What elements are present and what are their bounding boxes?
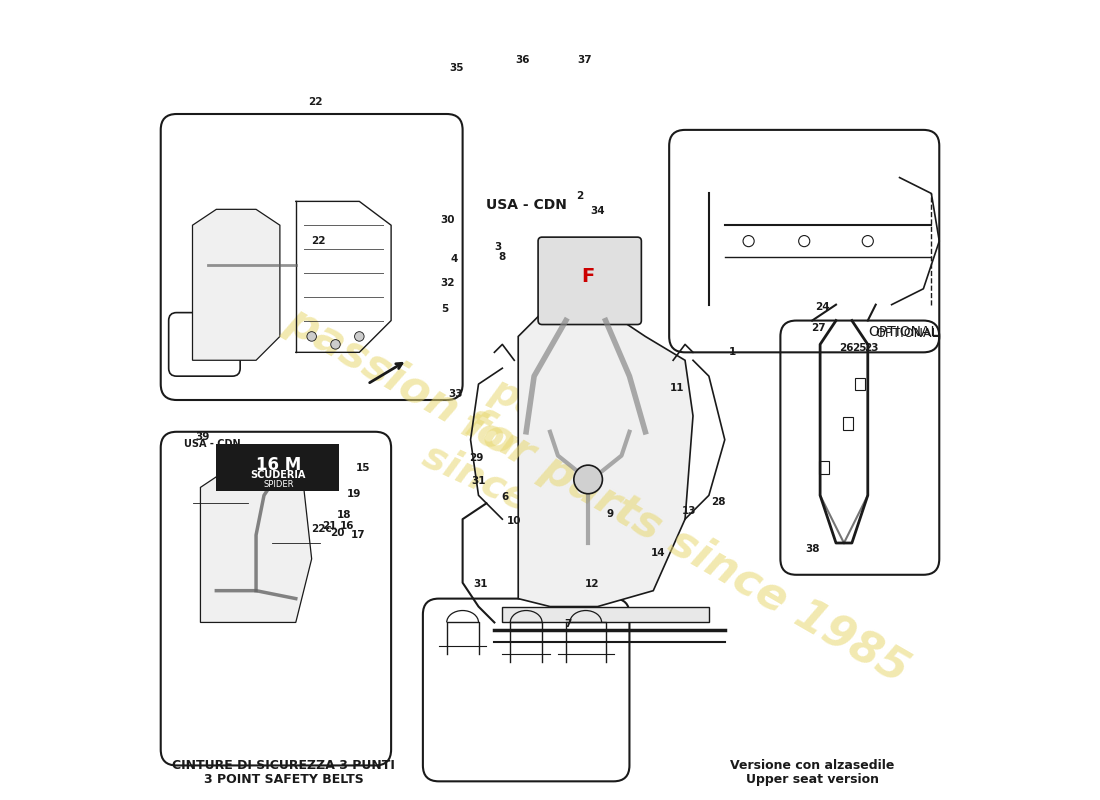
Text: 26: 26 bbox=[839, 343, 854, 354]
Circle shape bbox=[799, 235, 810, 246]
Text: 25: 25 bbox=[852, 343, 867, 354]
Circle shape bbox=[744, 235, 755, 246]
Text: 30: 30 bbox=[440, 214, 454, 225]
Text: OPTIONAL: OPTIONAL bbox=[876, 326, 939, 340]
Text: 18: 18 bbox=[337, 510, 352, 520]
Text: 19: 19 bbox=[346, 489, 361, 498]
Text: 22: 22 bbox=[311, 236, 326, 246]
Circle shape bbox=[574, 465, 603, 494]
Text: 34: 34 bbox=[591, 206, 605, 216]
Text: 17: 17 bbox=[351, 530, 365, 540]
Text: Versione con alzasedile: Versione con alzasedile bbox=[730, 759, 894, 772]
Bar bbox=[820, 461, 829, 474]
Text: Upper seat version: Upper seat version bbox=[746, 774, 879, 786]
Text: 12: 12 bbox=[585, 579, 600, 590]
Text: CINTURE DI SICUREZZA 3 PUNTI: CINTURE DI SICUREZZA 3 PUNTI bbox=[173, 759, 395, 772]
Text: 39: 39 bbox=[196, 432, 210, 442]
Text: 8: 8 bbox=[498, 252, 506, 262]
Text: 14: 14 bbox=[651, 547, 666, 558]
Text: 22: 22 bbox=[308, 97, 323, 107]
Text: 31: 31 bbox=[471, 476, 486, 486]
Text: 9: 9 bbox=[606, 509, 613, 518]
Text: OPTIONAL: OPTIONAL bbox=[868, 326, 938, 339]
Bar bbox=[217, 444, 340, 491]
Circle shape bbox=[331, 340, 340, 349]
Polygon shape bbox=[192, 210, 279, 360]
Polygon shape bbox=[518, 305, 693, 606]
Circle shape bbox=[354, 332, 364, 342]
Text: USA - CDN: USA - CDN bbox=[184, 438, 241, 449]
Text: 22c: 22c bbox=[311, 524, 331, 534]
Text: 4: 4 bbox=[451, 254, 459, 263]
Polygon shape bbox=[200, 471, 311, 622]
Text: 32: 32 bbox=[440, 278, 454, 288]
FancyBboxPatch shape bbox=[538, 237, 641, 325]
Text: 35: 35 bbox=[449, 63, 463, 73]
Text: 27: 27 bbox=[811, 323, 826, 334]
Text: 16: 16 bbox=[340, 521, 354, 530]
Text: 3: 3 bbox=[495, 242, 502, 252]
Text: 31: 31 bbox=[474, 579, 488, 590]
Text: 20: 20 bbox=[330, 529, 344, 538]
Text: F: F bbox=[582, 267, 595, 286]
Text: 24: 24 bbox=[815, 302, 829, 312]
Circle shape bbox=[307, 332, 317, 342]
Text: USA - CDN: USA - CDN bbox=[486, 198, 566, 212]
Text: 33: 33 bbox=[448, 389, 463, 398]
Text: 21: 21 bbox=[322, 521, 337, 530]
Bar bbox=[855, 378, 865, 390]
Text: 5: 5 bbox=[441, 304, 449, 314]
Text: SCUDERIA: SCUDERIA bbox=[251, 470, 306, 481]
Text: 11: 11 bbox=[670, 383, 684, 393]
Text: 13: 13 bbox=[682, 506, 696, 516]
Text: 3 POINT SAFETY BELTS: 3 POINT SAFETY BELTS bbox=[204, 774, 364, 786]
Text: 7: 7 bbox=[564, 619, 571, 629]
Polygon shape bbox=[503, 606, 708, 622]
Text: 16 M: 16 M bbox=[255, 456, 301, 474]
Text: 2: 2 bbox=[575, 191, 583, 201]
Text: 6: 6 bbox=[502, 492, 508, 502]
Bar bbox=[844, 418, 852, 430]
Text: 15: 15 bbox=[356, 462, 371, 473]
Text: 38: 38 bbox=[805, 544, 820, 554]
Text: passion for parts since 1985: passion for parts since 1985 bbox=[278, 298, 916, 692]
Text: 1: 1 bbox=[729, 347, 736, 358]
Circle shape bbox=[862, 235, 873, 246]
Text: 23: 23 bbox=[865, 343, 879, 354]
Text: 29: 29 bbox=[469, 453, 483, 463]
Text: 37: 37 bbox=[576, 55, 592, 65]
Text: SPIDER: SPIDER bbox=[263, 480, 294, 489]
Text: 28: 28 bbox=[712, 497, 726, 506]
Text: passion
for parts
since 1985: passion for parts since 1985 bbox=[417, 357, 683, 570]
Text: 10: 10 bbox=[507, 516, 521, 526]
Text: 36: 36 bbox=[515, 55, 529, 65]
